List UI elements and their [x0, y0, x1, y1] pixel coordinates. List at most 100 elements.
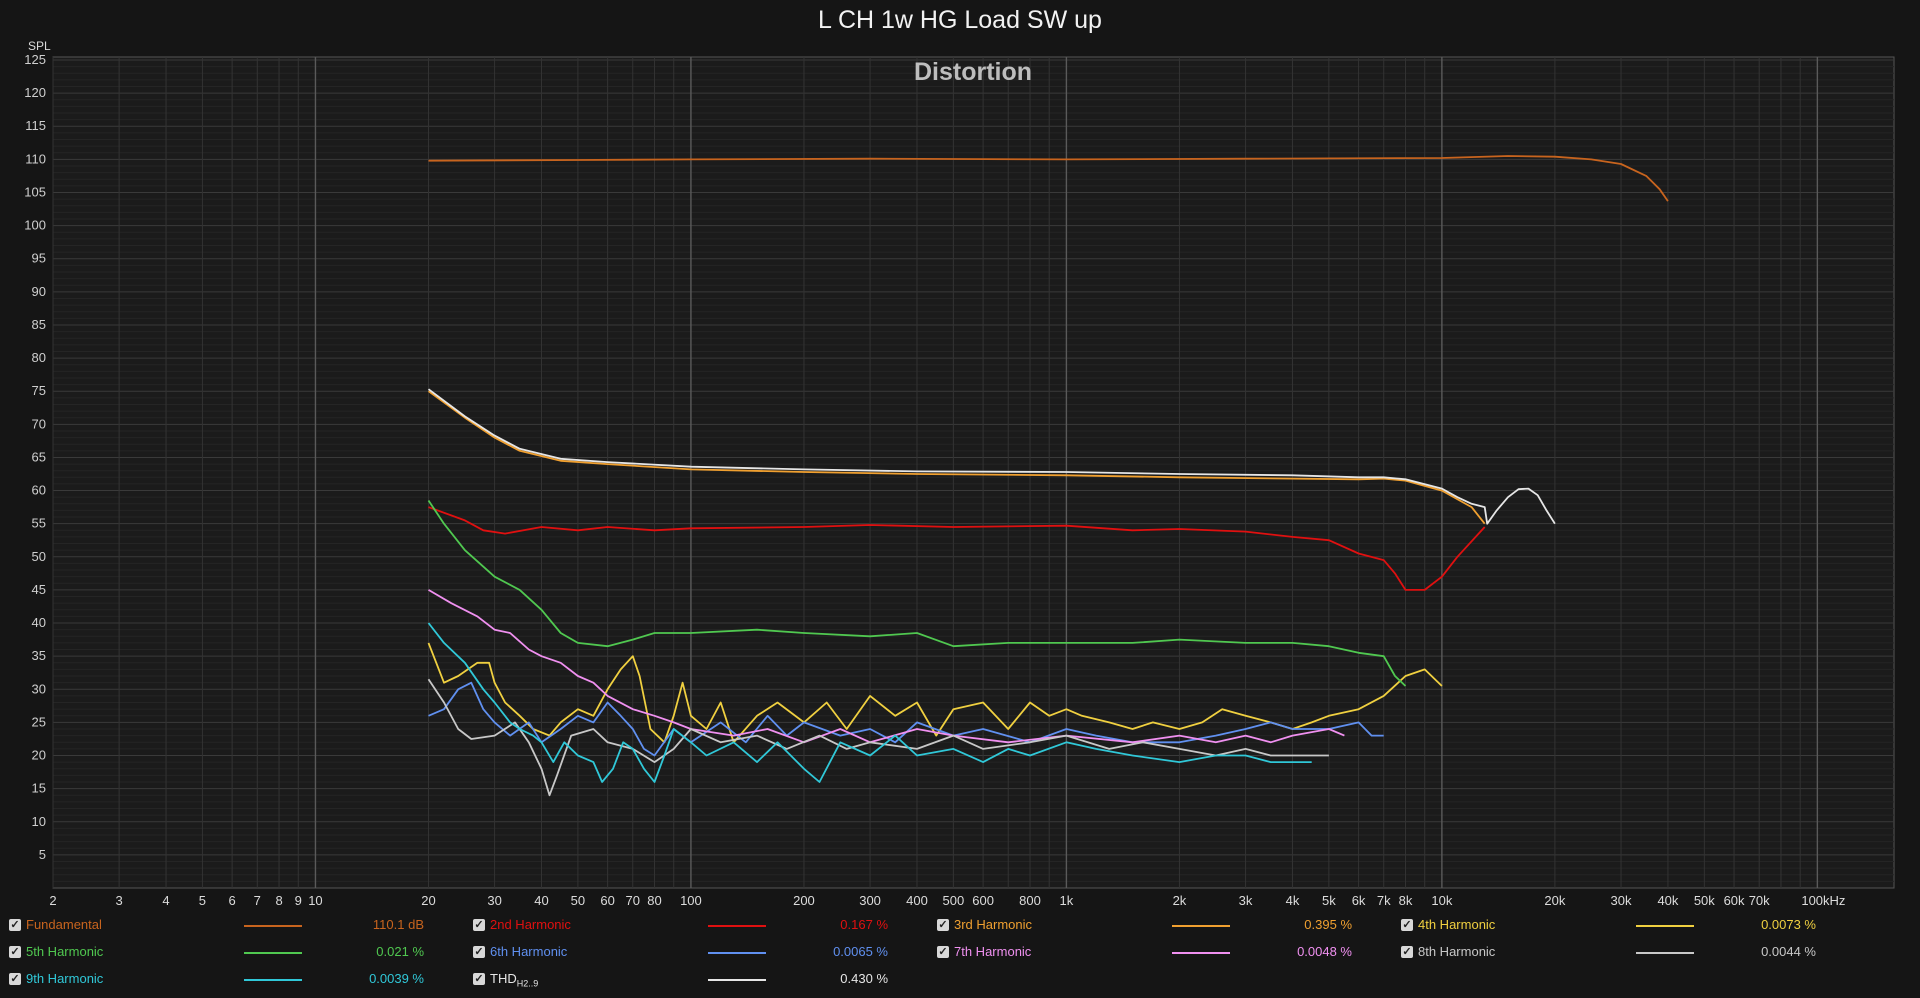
legend-value: 0.0048 % — [1297, 944, 1352, 959]
legend-swatch — [244, 979, 302, 981]
legend-checkbox[interactable]: ✓ — [1401, 946, 1413, 958]
y-tick-label: 20 — [32, 748, 46, 763]
legend-value: 0.021 % — [376, 944, 424, 959]
legend-checkbox[interactable]: ✓ — [9, 919, 21, 931]
y-tick-label: 75 — [32, 383, 46, 398]
y-tick-label: 110 — [25, 151, 46, 166]
y-tick-label: 125 — [24, 52, 46, 67]
series-line-9th-harmonic — [427, 622, 1312, 783]
x-tick-label: 6 — [229, 893, 236, 908]
y-tick-label: 95 — [32, 251, 46, 266]
x-tick-label: 30 — [487, 893, 501, 908]
legend-checkbox[interactable]: ✓ — [1401, 919, 1413, 931]
series-line-7th-harmonic — [428, 589, 1345, 744]
x-tick-label: 2k — [1173, 893, 1187, 908]
series-line-4th-harmonic — [427, 642, 1443, 744]
y-tick-label: 85 — [32, 317, 46, 332]
x-tick-label: 200 — [793, 893, 815, 908]
y-tick-label: 105 — [24, 184, 46, 199]
legend-label: 9th Harmonic — [26, 971, 104, 986]
legend-label: 5th Harmonic — [26, 944, 104, 959]
legend-checkbox[interactable]: ✓ — [473, 973, 485, 985]
legend-checkbox[interactable]: ✓ — [9, 946, 21, 958]
x-tick-label: 70k — [1749, 893, 1770, 908]
y-tick-label: 35 — [32, 648, 46, 663]
legend-value: 110.1 dB — [372, 917, 424, 932]
legend-swatch — [1636, 925, 1694, 927]
y-tick-label: 90 — [32, 284, 46, 299]
legend-label: 8th Harmonic — [1418, 944, 1496, 959]
y-tick-label: 50 — [32, 549, 46, 564]
chart-title: Distortion — [914, 58, 1032, 86]
legend-item-3rd-harmonic: ✓ 3rd Harmonic 0.395 % — [928, 915, 1388, 937]
legend-label: THDH2..9 — [490, 971, 539, 989]
x-tick-label: 2 — [49, 893, 56, 908]
legend-swatch — [244, 925, 302, 927]
legend-value: 0.0044 % — [1761, 944, 1816, 959]
x-tick-label: 4k — [1286, 893, 1300, 908]
legend-item-thd: ✓ THDH2..9 0.430 % — [464, 969, 924, 991]
x-tick-label: 30k — [1611, 893, 1632, 908]
x-tick-label: 600 — [972, 893, 994, 908]
x-tick-label: 40 — [534, 893, 548, 908]
legend-checkbox[interactable]: ✓ — [9, 973, 21, 985]
x-tick-label: 60k — [1724, 893, 1745, 908]
x-tick-label: 1k — [1060, 893, 1074, 908]
y-tick-label: 10 — [32, 814, 46, 829]
legend-swatch — [708, 979, 766, 981]
x-tick-label: 10 — [308, 893, 322, 908]
legend-checkbox[interactable]: ✓ — [473, 919, 485, 931]
legend-label: 4th Harmonic — [1418, 917, 1496, 932]
legend-label: 7th Harmonic — [954, 944, 1032, 959]
legend-value: 0.0073 % — [1761, 917, 1816, 932]
legend-checkbox[interactable]: ✓ — [937, 946, 949, 958]
y-axis-label: SPL — [28, 39, 51, 53]
window-title: L CH 1w HG Load SW up — [818, 6, 1102, 34]
x-tick-label: 40k — [1657, 893, 1678, 908]
x-tick-label: 100 — [680, 893, 702, 908]
y-tick-label: 100 — [24, 218, 46, 233]
legend-label: 3rd Harmonic — [954, 917, 1033, 932]
y-tick-label: 65 — [32, 449, 46, 464]
x-axis: 2 3 4 5 6 7 8 9 10 20 30 40 50 60 70 80 100 200 300 400 500 6… — [49, 893, 1845, 908]
x-tick-label: 100kHz — [1801, 893, 1845, 908]
x-tick-label: 800 — [1019, 893, 1041, 908]
legend-swatch — [244, 952, 302, 954]
y-tick-label: 25 — [32, 714, 46, 729]
legend-value: 0.395 % — [1304, 917, 1352, 932]
legend-checkbox[interactable]: ✓ — [473, 946, 485, 958]
y-tick-label: 120 — [24, 85, 46, 100]
series-line-6th-harmonic — [428, 681, 1384, 757]
legend-label: 2nd Harmonic — [490, 917, 571, 932]
x-tick-label: 5k — [1322, 893, 1336, 908]
series-line-8th-harmonic — [427, 678, 1329, 797]
x-tick-label: 6k — [1352, 893, 1366, 908]
x-tick-label: 8k — [1399, 893, 1413, 908]
legend-item-6th-harmonic: ✓ 6th Harmonic 0.0065 % — [464, 942, 924, 964]
x-tick-label: 20 — [421, 893, 435, 908]
distortion-chart[interactable]: 5101520253035404550556065707580859095100… — [0, 0, 1920, 915]
series-line-5th-harmonic — [427, 500, 1407, 687]
legend-item-9th-harmonic: ✓ 9th Harmonic 0.0039 % — [0, 969, 460, 991]
series-lines — [427, 155, 1669, 797]
x-tick-label: 500 — [943, 893, 965, 908]
legend-swatch — [708, 952, 766, 954]
series-line-2nd-harmonic — [428, 506, 1486, 591]
legend-value: 0.0039 % — [369, 971, 424, 986]
legend-swatch — [1636, 952, 1694, 954]
legend-value: 0.167 % — [840, 917, 888, 932]
x-tick-label: 7 — [254, 893, 261, 908]
y-tick-label: 40 — [32, 615, 46, 630]
y-tick-label: 45 — [32, 582, 46, 597]
x-tick-label: 50 — [571, 893, 585, 908]
y-tick-label: 30 — [32, 681, 46, 696]
legend: ✓ Fundamental 110.1 dB ✓ 2nd Harmonic 0.167 %… — [0, 915, 1920, 998]
legend-swatch — [1172, 925, 1230, 927]
y-tick-label: 15 — [32, 781, 46, 796]
x-tick-label: 60 — [600, 893, 614, 908]
legend-value: 0.430 % — [840, 971, 888, 986]
y-tick-label: 5 — [39, 847, 46, 862]
series-line-fundamental — [428, 155, 1669, 202]
legend-item-7th-harmonic: ✓ 7th Harmonic 0.0048 % — [928, 942, 1388, 964]
legend-checkbox[interactable]: ✓ — [937, 919, 949, 931]
